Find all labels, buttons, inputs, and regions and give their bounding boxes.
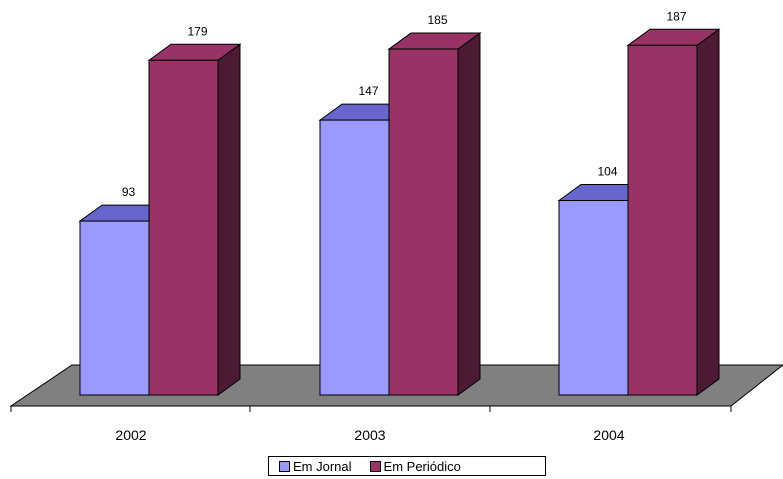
bar-front-face (388, 48, 459, 396)
legend-item-em-jornal: Em Jornal (279, 459, 352, 474)
bar-front-face (319, 119, 390, 396)
data-label-em-periodico-2002: 179 (187, 24, 207, 38)
data-label-em-jornal-2002: 93 (122, 185, 136, 199)
x-tick-label-2004: 2004 (593, 427, 624, 443)
x-tick-label-2003: 2003 (354, 427, 385, 443)
bar-front-face (79, 220, 150, 396)
legend-swatch-em-periodico (369, 460, 381, 472)
legend-label-em-jornal: Em Jornal (293, 458, 352, 474)
bar-front-face (558, 200, 629, 396)
bar-front-face (148, 59, 219, 396)
bar-front-face (627, 44, 698, 396)
legend: Em Jornal Em Periódico (268, 456, 546, 476)
bar-side-face (457, 32, 481, 396)
bar-em-periodico-2003 (387, 32, 482, 396)
x-tick-label-2002: 2002 (115, 427, 146, 443)
bar-side-face (696, 28, 720, 396)
legend-label-em-periodico: Em Periódico (383, 458, 461, 474)
bars (78, 28, 721, 396)
data-label-em-periodico-2003: 185 (427, 13, 447, 27)
data-label-em-jornal-2003: 147 (358, 84, 378, 98)
data-label-em-jornal-2004: 104 (597, 165, 617, 179)
category-axis: 2002 2003 2004 (10, 405, 732, 443)
legend-item-em-periodico: Em Periódico (369, 458, 461, 474)
bar-em-periodico-2004 (626, 28, 721, 396)
bar-side-face (217, 43, 241, 396)
bar-em-periodico-2002 (147, 43, 242, 396)
data-label-em-periodico-2004: 187 (666, 9, 686, 23)
legend-swatch-em-jornal (279, 460, 290, 472)
data-labels: 93 179 147 185 104 187 (122, 9, 687, 199)
